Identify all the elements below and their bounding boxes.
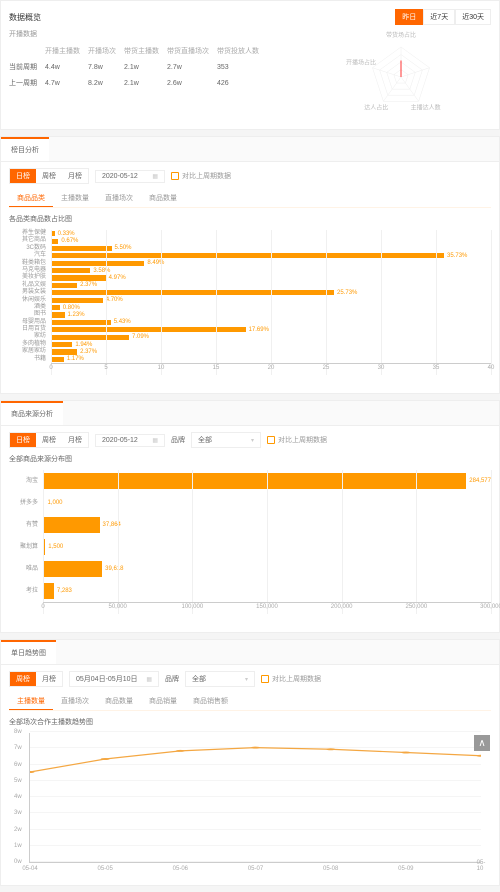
brand-label-2: 品牌 <box>165 674 179 684</box>
brand-label: 品牌 <box>171 435 185 445</box>
category-bar-chart: 养生保健0.33%其它商品0.67%3C数码5.50%汽车35.73%鞋类箱包8… <box>9 230 491 385</box>
bar-row: 礼品文娱2.37% <box>51 282 491 289</box>
chart2-title: 全部商品来源分布图 <box>9 454 491 464</box>
table-header <box>9 43 45 59</box>
date-picker[interactable]: 2020-05-12▦ <box>95 170 165 183</box>
seg-btn[interactable]: 月榜 <box>36 672 62 686</box>
bar-row: 3C数码5.50% <box>51 245 491 252</box>
period-segment-3: 周榜月榜 <box>9 671 63 687</box>
bar-row: 休闲娱乐4.70% <box>51 297 491 304</box>
table-row: 上一周期4.7w8.2w2.1w2.6w426 <box>9 75 267 91</box>
bar-row: 汽车35.73% <box>51 252 491 259</box>
calendar-icon: ▦ <box>152 437 158 444</box>
date-range-tabs: 昨日近7天近30天 <box>395 9 491 25</box>
bar-row: 酒类0.80% <box>51 304 491 311</box>
compare-checkbox-2[interactable]: 对比上周期数据 <box>267 435 327 445</box>
subtab[interactable]: 商品数量 <box>97 693 141 709</box>
svg-text:开播场占比: 开播场占比 <box>346 59 376 67</box>
chart1-title: 各品类商品数占比图 <box>9 214 491 224</box>
bar-row: 多肉植物1.94% <box>51 341 491 348</box>
bar-row: 男装女装25.73% <box>51 289 491 296</box>
chevron-up-icon: ∧ <box>478 738 485 749</box>
tab-category[interactable]: 榜目分析 <box>1 137 49 161</box>
svg-text:主播达人数: 主播达人数 <box>411 103 441 111</box>
chevron-down-icon: ▾ <box>251 437 254 444</box>
bar-row: 聚划算1,500 <box>43 536 491 558</box>
page-title: 数据概览 <box>9 12 41 23</box>
subtab[interactable]: 主播数量 <box>53 190 97 206</box>
bar-row: 考拉7,283 <box>43 580 491 602</box>
subtab[interactable]: 商品销量 <box>141 693 185 709</box>
compare-checkbox-3[interactable]: 对比上周期数据 <box>261 674 321 684</box>
subtab[interactable]: 直播场次 <box>97 190 141 206</box>
svg-text:达人占比: 达人占比 <box>364 103 388 111</box>
range-btn-近7天[interactable]: 近7天 <box>423 9 455 25</box>
range-btn-昨日[interactable]: 昨日 <box>395 9 423 25</box>
subtab[interactable]: 商品销售额 <box>185 693 236 709</box>
seg-btn[interactable]: 日榜 <box>10 169 36 183</box>
date-picker-2[interactable]: 2020-05-12▦ <box>95 434 165 447</box>
table-header: 开播主播数 <box>45 43 88 59</box>
metrics-table: 开播主播数开播场次带货主播数带货直播场次带货投放人数当前周期4.4w7.8w2.… <box>9 43 267 91</box>
table-header: 开播场次 <box>88 43 124 59</box>
period-segment-2: 日榜周榜月榜 <box>9 432 89 448</box>
bar-row: 淘宝284,577 <box>43 470 491 492</box>
svg-text:带货场占比: 带货场占比 <box>386 31 416 39</box>
range-btn-近30天[interactable]: 近30天 <box>455 9 491 25</box>
tab-trend[interactable]: 单日趋势图 <box>1 640 56 664</box>
bar-row: 母婴用品5.43% <box>51 319 491 326</box>
bar-row: 图书1.23% <box>51 311 491 318</box>
source-bar-chart: 淘宝284,577拼多多1,000有赞37,864聚划算1,500唯品39,61… <box>9 470 491 624</box>
bar-row: 有赞37,864 <box>43 514 491 536</box>
bar-row: 家居家纺2.37% <box>51 348 491 355</box>
brand-select[interactable]: 全部▾ <box>191 432 261 448</box>
seg-btn[interactable]: 月榜 <box>62 433 88 447</box>
compare-checkbox[interactable]: 对比上周期数据 <box>171 171 231 181</box>
bar-row: 马克电器3.58% <box>51 267 491 274</box>
trend-line-chart: 0w1w2w3w4w5w6w7w8w05-0405-0505-0605-0705… <box>29 733 481 863</box>
bar-row: 养生保健0.33% <box>51 230 491 237</box>
bar-row: 拼多多1,000 <box>43 492 491 514</box>
seg-btn[interactable]: 月榜 <box>62 169 88 183</box>
bar-row: 鞋类箱包8.49% <box>51 260 491 267</box>
scroll-top-button[interactable]: ∧ <box>474 735 490 751</box>
calendar-icon: ▦ <box>152 173 158 180</box>
table-row: 当前周期4.4w7.8w2.1w2.7w353 <box>9 59 267 75</box>
date-range-picker[interactable]: 05月04日-05月10日▦ <box>69 671 159 687</box>
period-segment: 日榜周榜月榜 <box>9 168 89 184</box>
seg-btn[interactable]: 周榜 <box>10 672 36 686</box>
table-header: 带货投放人数 <box>217 43 267 59</box>
bar-row: 美妆护肤4.97% <box>51 274 491 281</box>
tab-source[interactable]: 商品来源分析 <box>1 401 63 425</box>
subtab[interactable]: 商品数量 <box>141 190 185 206</box>
calendar-icon: ▦ <box>146 676 152 683</box>
table-header: 带货主播数 <box>124 43 167 59</box>
seg-btn[interactable]: 周榜 <box>36 169 62 183</box>
subtab[interactable]: 主播数量 <box>9 693 53 710</box>
bar-row: 书籍1.17% <box>51 356 491 363</box>
seg-btn[interactable]: 日榜 <box>10 433 36 447</box>
seg-btn[interactable]: 周榜 <box>36 433 62 447</box>
radar-chart: 带货场占比主播达人数 达人占比 开播场占比 <box>311 29 491 121</box>
chart3-title: 全部场次合作主播数趋势图 <box>9 717 491 727</box>
chevron-down-icon: ▾ <box>245 676 248 683</box>
subtab[interactable]: 直播场次 <box>53 693 97 709</box>
bar-row: 唯品39,618 <box>43 558 491 580</box>
table-header: 带货直播场次 <box>167 43 217 59</box>
subtab[interactable]: 商品品类 <box>9 190 53 207</box>
table-subtitle: 开播数据 <box>9 29 311 39</box>
bar-row: 日用百货17.69% <box>51 326 491 333</box>
bar-row: 家纺7.09% <box>51 333 491 340</box>
bar-row: 其它商品0.67% <box>51 237 491 244</box>
brand-select-2[interactable]: 全部▾ <box>185 671 255 687</box>
